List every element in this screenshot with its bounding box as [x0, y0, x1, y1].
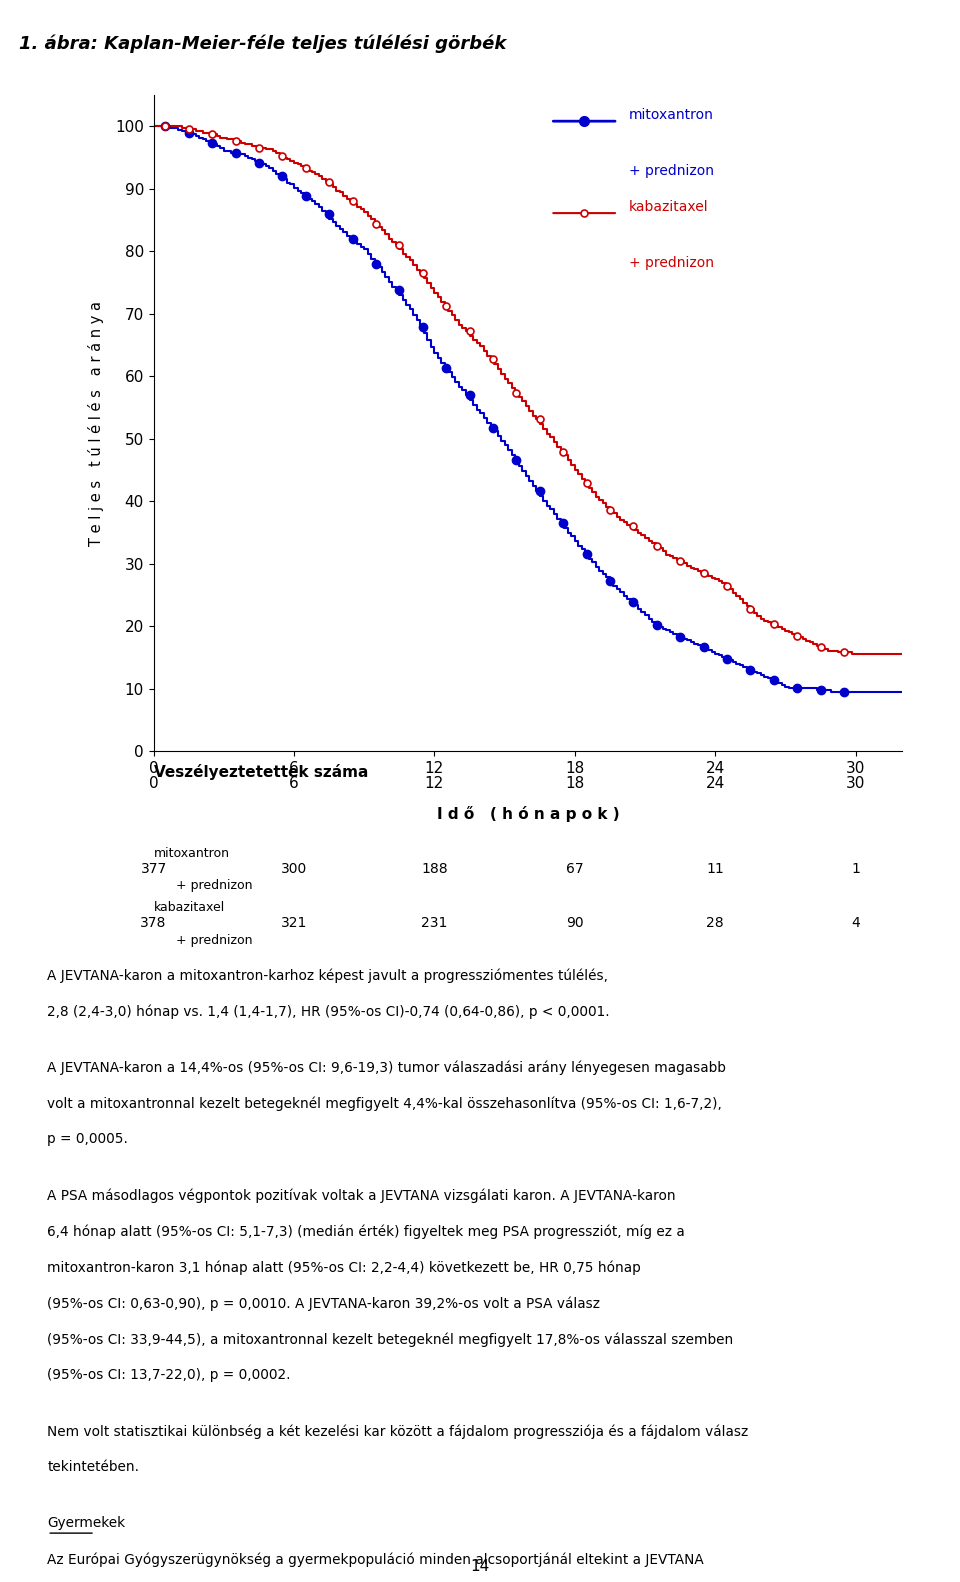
Text: 1. ábra: Kaplan-Meier-féle teljes túlélési görbék: 1. ábra: Kaplan-Meier-féle teljes túlélé… — [19, 35, 507, 54]
Text: (95%-os CI: 0,63-0,90), p = 0,0010. A JEVTANA-karon 39,2%-os volt a PSA válasz: (95%-os CI: 0,63-0,90), p = 0,0010. A JE… — [47, 1296, 600, 1311]
Text: 4: 4 — [852, 916, 860, 930]
Text: tekintetében.: tekintetében. — [47, 1460, 139, 1474]
Text: mitoxantron: mitoxantron — [154, 848, 229, 861]
Text: 377: 377 — [140, 862, 167, 876]
Text: 2,8 (2,4-3,0) hónap vs. 1,4 (1,4-1,7), HR (95%-os CI)-0,74 (0,64-0,86), p < 0,00: 2,8 (2,4-3,0) hónap vs. 1,4 (1,4-1,7), H… — [47, 1005, 610, 1019]
Text: 231: 231 — [421, 916, 447, 930]
Text: Gyermekek: Gyermekek — [47, 1516, 126, 1530]
Text: 321: 321 — [281, 916, 307, 930]
Text: A JEVTANA-karon a mitoxantron-karhoz képest javult a progressziómentes túlélés,: A JEVTANA-karon a mitoxantron-karhoz kép… — [47, 968, 609, 982]
Text: 14: 14 — [470, 1560, 490, 1574]
Text: 67: 67 — [566, 862, 584, 876]
Text: + prednizon: + prednizon — [176, 880, 252, 892]
Text: + prednizon: + prednizon — [176, 933, 252, 946]
Text: 188: 188 — [421, 862, 447, 876]
Text: 18: 18 — [565, 775, 585, 791]
Text: kabazitaxel: kabazitaxel — [154, 900, 225, 913]
Text: I d ő   ( h ó n a p o k ): I d ő ( h ó n a p o k ) — [437, 805, 619, 823]
Text: kabazitaxel: kabazitaxel — [629, 199, 708, 214]
Text: Nem volt statisztikai különbség a két kezelési kar között a fájdalom progresszió: Nem volt statisztikai különbség a két ke… — [47, 1424, 749, 1438]
Text: mitoxantron: mitoxantron — [629, 108, 714, 122]
Text: 6,4 hónap alatt (95%-os CI: 5,1-7,3) (medián érték) figyeltek meg PSA progresszi: 6,4 hónap alatt (95%-os CI: 5,1-7,3) (me… — [47, 1224, 685, 1239]
Text: mitoxantron-karon 3,1 hónap alatt (95%-os CI: 2,2-4,4) következett be, HR 0,75 h: mitoxantron-karon 3,1 hónap alatt (95%-o… — [47, 1261, 641, 1275]
Text: (95%-os CI: 33,9-44,5), a mitoxantronnal kezelt betegeknél megfigyelt 17,8%-os v: (95%-os CI: 33,9-44,5), a mitoxantronnal… — [47, 1332, 733, 1346]
Text: 300: 300 — [281, 862, 307, 876]
Text: 28: 28 — [707, 916, 724, 930]
Text: 378: 378 — [140, 916, 167, 930]
Text: + prednizon: + prednizon — [629, 165, 714, 177]
Text: A PSA másodlagos végpontok pozitívak voltak a JEVTANA vizsgálati karon. A JEVTAN: A PSA másodlagos végpontok pozitívak vol… — [47, 1188, 676, 1202]
Text: 12: 12 — [424, 775, 444, 791]
Text: 1: 1 — [852, 862, 860, 876]
Text: 0: 0 — [149, 775, 158, 791]
Text: Az Európai Gyógyszerügynökség a gyermekpopuláció minden alcsoportjánál eltekint : Az Európai Gyógyszerügynökség a gyermekp… — [47, 1552, 704, 1566]
Text: volt a mitoxantronnal kezelt betegeknél megfigyelt 4,4%-kal összehasonlítva (95%: volt a mitoxantronnal kezelt betegeknél … — [47, 1096, 722, 1111]
Text: A JEVTANA-karon a 14,4%-os (95%-os CI: 9,6-19,3) tumor válaszadási arány lényege: A JEVTANA-karon a 14,4%-os (95%-os CI: 9… — [47, 1060, 726, 1074]
Text: p = 0,0005.: p = 0,0005. — [47, 1133, 128, 1145]
Y-axis label: T e l j e s   t ú l é l é s   a r á n y a: T e l j e s t ú l é l é s a r á n y a — [88, 301, 104, 546]
Text: 11: 11 — [707, 862, 724, 876]
Text: 6: 6 — [289, 775, 299, 791]
Text: 24: 24 — [706, 775, 725, 791]
Text: 90: 90 — [566, 916, 584, 930]
Text: + prednizon: + prednizon — [629, 256, 714, 271]
Text: Veszélyeztetettek száma: Veszélyeztetettek száma — [154, 764, 368, 780]
Text: (95%-os CI: 13,7-22,0), p = 0,0002.: (95%-os CI: 13,7-22,0), p = 0,0002. — [47, 1368, 291, 1383]
Text: 30: 30 — [846, 775, 865, 791]
